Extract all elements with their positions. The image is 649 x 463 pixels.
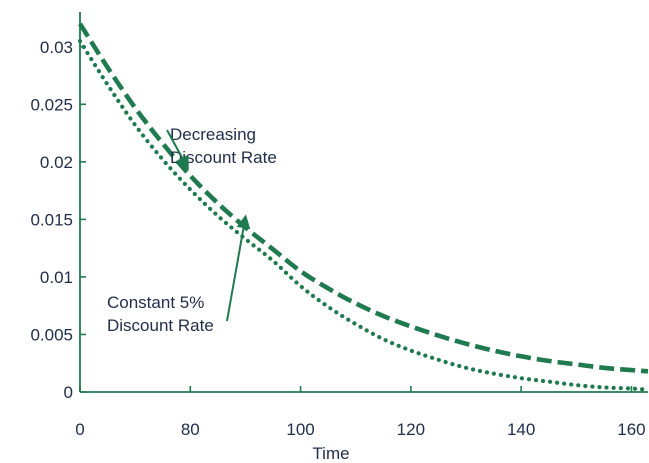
y-tick-label: 0.01 (40, 268, 73, 287)
annotation-text: Constant 5% (107, 293, 204, 312)
x-tick-label: 140 (507, 420, 535, 439)
annotation: Constant 5% Discount Rate (107, 214, 251, 335)
series-line-constant (77, 38, 649, 392)
x-tick-label: 0 (75, 420, 84, 439)
y-tick-label: 0.005 (30, 325, 73, 344)
x-axis-title: Time (312, 444, 349, 463)
x-tick-label: 100 (286, 420, 314, 439)
annotation-text: Discount Rate (107, 316, 214, 335)
annotation-arrow (166, 129, 189, 171)
annotations: Decreasing Discount Rate Constant 5% Discou… (107, 125, 277, 335)
series-line-decreasing (78, 22, 649, 374)
y-tick-label: 0.03 (40, 38, 73, 57)
x-tick-label: 80 (181, 420, 200, 439)
annotation: Decreasing Discount Rate (166, 125, 277, 171)
x-tick-label: 160 (617, 420, 645, 439)
x-tick-label: 120 (397, 420, 425, 439)
ticks: 0 0.005 0.01 0.015 0.02 0.025 0.03 0 80 100 120 140… (30, 38, 645, 439)
y-tick-label: 0.025 (30, 95, 73, 114)
y-tick-label: 0 (64, 383, 73, 402)
y-tick-label: 0.02 (40, 153, 73, 172)
annotation-text: Discount Rate (170, 148, 277, 167)
annotation-arrow (226, 214, 251, 322)
y-tick-label: 0.015 (30, 210, 73, 229)
annotation-text: Decreasing (170, 125, 256, 144)
axes (79, 12, 648, 393)
series-layer (77, 22, 649, 392)
